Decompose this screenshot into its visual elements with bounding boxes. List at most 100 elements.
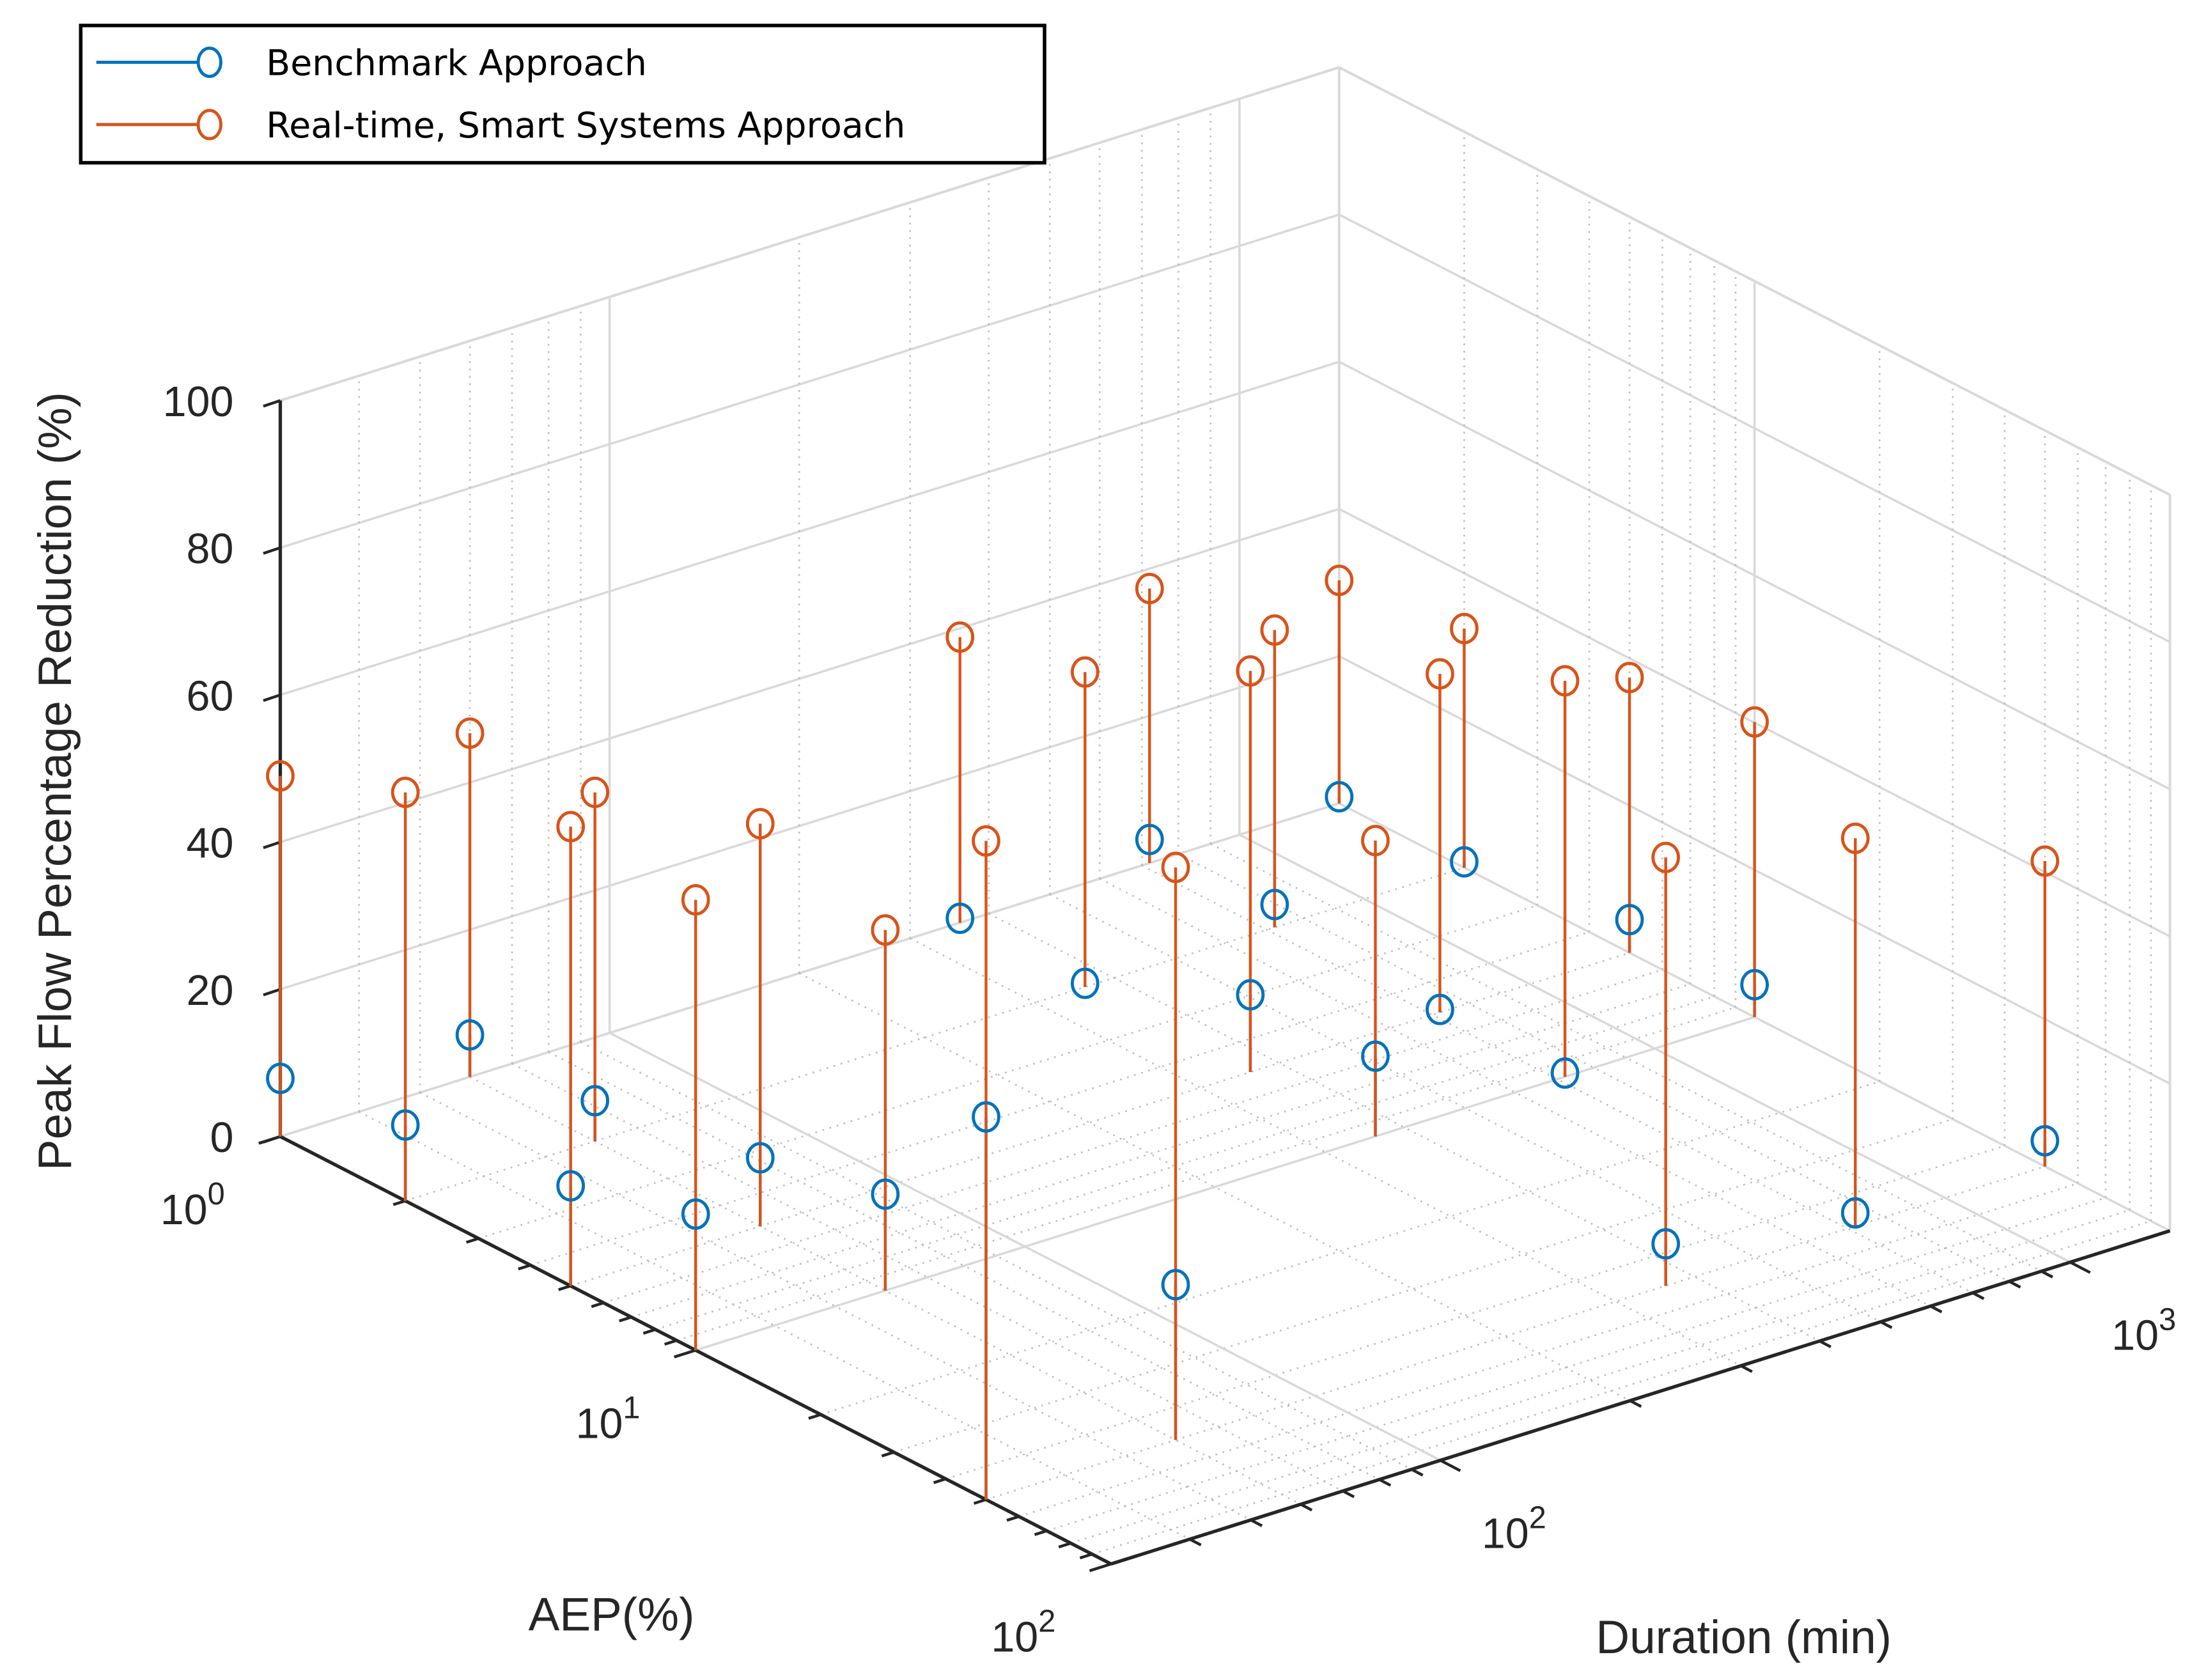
x-tick xyxy=(642,1328,656,1335)
duration-gridline xyxy=(1141,864,1973,1294)
x-tick xyxy=(1079,1553,1093,1560)
realtime-marker xyxy=(1651,841,1681,873)
realtime-marker xyxy=(1840,822,1870,854)
aep-gridline xyxy=(405,867,1465,1202)
z-tick xyxy=(263,693,281,703)
benchmark-marker xyxy=(1361,1040,1390,1072)
aep-gridline xyxy=(279,802,1340,1138)
realtime-marker xyxy=(871,914,900,946)
duration-gridline xyxy=(609,1032,1442,1461)
benchmark-marker xyxy=(945,902,975,934)
realtime-marker xyxy=(1236,655,1265,687)
z-tick xyxy=(263,399,281,408)
z-gridline xyxy=(279,655,1340,991)
realtime-marker xyxy=(1070,656,1100,688)
x-tick xyxy=(558,1284,571,1291)
z-axis-label: Peak Flow Percentage Reduction (%) xyxy=(29,392,81,1171)
y-tick xyxy=(2041,1270,2053,1279)
z-tick xyxy=(263,841,281,850)
x-tick xyxy=(393,1199,406,1206)
duration-gridline xyxy=(580,1041,1412,1470)
x-tick xyxy=(1006,1515,1020,1522)
realtime-marker xyxy=(556,811,586,843)
aep-gridline xyxy=(1018,1182,2078,1518)
realtime-marker xyxy=(1361,825,1390,857)
stems xyxy=(279,580,2047,1500)
x-tick xyxy=(1089,1562,1112,1573)
aep-gridline xyxy=(986,1165,2046,1501)
y-tick-label: 102 xyxy=(1482,1501,1546,1558)
y-tick xyxy=(1440,1459,1461,1472)
aep-gridline xyxy=(530,931,1590,1266)
y-tick xyxy=(1879,1320,1893,1329)
realtime-marker xyxy=(2030,845,2060,877)
realtime-marker xyxy=(1615,662,1644,694)
z-tick xyxy=(263,988,281,997)
x-tick xyxy=(1034,1529,1048,1536)
duration-gridline xyxy=(988,912,1820,1342)
legend-entry-benchmark[interactable]: Benchmark Approach xyxy=(96,43,647,84)
aep-gridline xyxy=(631,983,1691,1318)
realtime-marker xyxy=(1450,612,1479,644)
x-tick-label: 101 xyxy=(576,1390,641,1447)
y-tick xyxy=(1929,1305,1943,1314)
benchmark-marker xyxy=(1550,1057,1580,1089)
x-tick xyxy=(591,1301,604,1309)
benchmark-marker xyxy=(580,1085,610,1117)
legend-label-benchmark: Benchmark Approach xyxy=(266,43,647,84)
x-tick xyxy=(465,1237,479,1244)
realtime-marker xyxy=(1135,573,1164,605)
legend-entry-realtime[interactable]: Real-time, Smart Systems Approach xyxy=(96,105,906,146)
realtime-marker xyxy=(1426,658,1454,690)
benchmark-marker xyxy=(1325,781,1354,813)
x-tick xyxy=(258,1135,281,1145)
x-tick xyxy=(1058,1541,1071,1549)
legend-label-realtime: Real-time, Smart Systems Approach xyxy=(266,105,905,146)
legend: Benchmark Approach Real-time, Smart Syst… xyxy=(79,24,1046,165)
x-tick xyxy=(518,1263,531,1271)
x-tick xyxy=(619,1316,632,1323)
box-edge xyxy=(279,66,1340,402)
duration-gridline xyxy=(1210,843,2042,1272)
realtime-marker xyxy=(1550,665,1580,697)
duration-gridline xyxy=(511,1062,1344,1492)
x-tick-label: 100 xyxy=(160,1177,225,1234)
y-tick xyxy=(1740,1364,1753,1373)
benchmark-marker xyxy=(1740,968,1769,1000)
benchmark-marker xyxy=(556,1170,586,1202)
benchmark-marker xyxy=(1426,993,1454,1025)
y-tick xyxy=(2008,1280,2021,1289)
z-tick-label: 100 xyxy=(163,378,234,426)
benchmark-marker xyxy=(266,1062,295,1094)
duration-gridline xyxy=(1099,878,1931,1307)
realtime-marker xyxy=(1260,614,1289,646)
aep-gridline xyxy=(695,1016,1755,1351)
aep-gridline xyxy=(820,1080,1880,1416)
realtime-marker xyxy=(681,883,710,916)
benchmark-marker xyxy=(1615,904,1644,936)
benchmark-marker xyxy=(1651,1228,1681,1260)
y-tick xyxy=(1378,1478,1392,1487)
duration-gridline xyxy=(469,1076,1302,1505)
x-tick xyxy=(673,1349,696,1358)
y-tick xyxy=(1411,1468,1424,1477)
realtime-marker xyxy=(580,776,610,809)
z-gridline xyxy=(279,508,1340,844)
realtime-marker xyxy=(1161,852,1190,883)
aep-gridline xyxy=(603,968,1663,1304)
y-tick xyxy=(1971,1291,1985,1300)
duration-gridline xyxy=(798,972,1631,1402)
realtime-marker xyxy=(1325,564,1354,596)
aep-gridline xyxy=(478,904,1538,1240)
duration-gridline xyxy=(358,1110,1190,1540)
x-tick xyxy=(808,1413,821,1420)
z-tick-label: 20 xyxy=(187,967,234,1015)
z-tick-label: 40 xyxy=(187,820,234,867)
x-tick-label: 102 xyxy=(991,1605,1055,1661)
realtime-marker xyxy=(455,717,485,749)
y-tick xyxy=(1819,1339,1831,1348)
y-tick xyxy=(2069,1261,2091,1274)
aep-gridline xyxy=(676,1006,1736,1342)
realtime-marker xyxy=(745,807,775,840)
